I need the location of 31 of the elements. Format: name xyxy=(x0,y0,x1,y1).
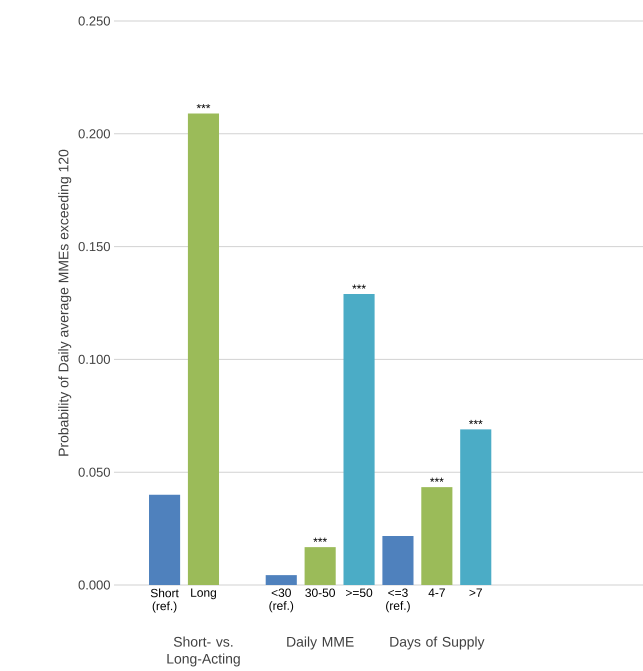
y-tick-label: 0.000 xyxy=(78,580,110,590)
x-tick-label: <30 (ref.) xyxy=(269,588,294,612)
x-tick-label: 4-7 xyxy=(428,588,445,597)
y-tick-label: 0.100 xyxy=(78,354,110,364)
bar xyxy=(304,547,336,585)
annotation: *** xyxy=(196,104,210,108)
x-tick-label: 30-50 xyxy=(305,588,335,597)
bar xyxy=(188,113,220,585)
x-tick-label: >7 xyxy=(470,588,482,597)
y-tick-label: 0.250 xyxy=(78,16,110,26)
annotation: *** xyxy=(430,478,444,482)
annotation: *** xyxy=(468,420,483,424)
bar xyxy=(343,294,375,585)
x-tick-label: Short (ref.) xyxy=(150,588,179,613)
x-tick-label: <=3 (ref.) xyxy=(386,588,410,612)
bar xyxy=(421,487,452,585)
x-tick-label: Long xyxy=(191,588,216,600)
x-tick-label: >=50 xyxy=(346,588,372,597)
text: Short- vs. Long-Acting xyxy=(167,636,240,666)
bar xyxy=(382,536,414,585)
annotation: *** xyxy=(352,284,366,289)
y-tick-label: 0.150 xyxy=(78,242,110,252)
y-tick-label: 0.200 xyxy=(78,129,110,138)
text: Days of Supply xyxy=(390,636,484,650)
y-tick-label: 0.050 xyxy=(78,468,110,477)
y-axis-title: Probability of Daily average MMEs exceeding 120 xyxy=(58,150,72,456)
annotation: *** xyxy=(313,538,327,542)
bar xyxy=(149,494,180,585)
text: Daily MME xyxy=(287,636,354,650)
bar xyxy=(266,575,297,585)
bar xyxy=(460,429,492,585)
